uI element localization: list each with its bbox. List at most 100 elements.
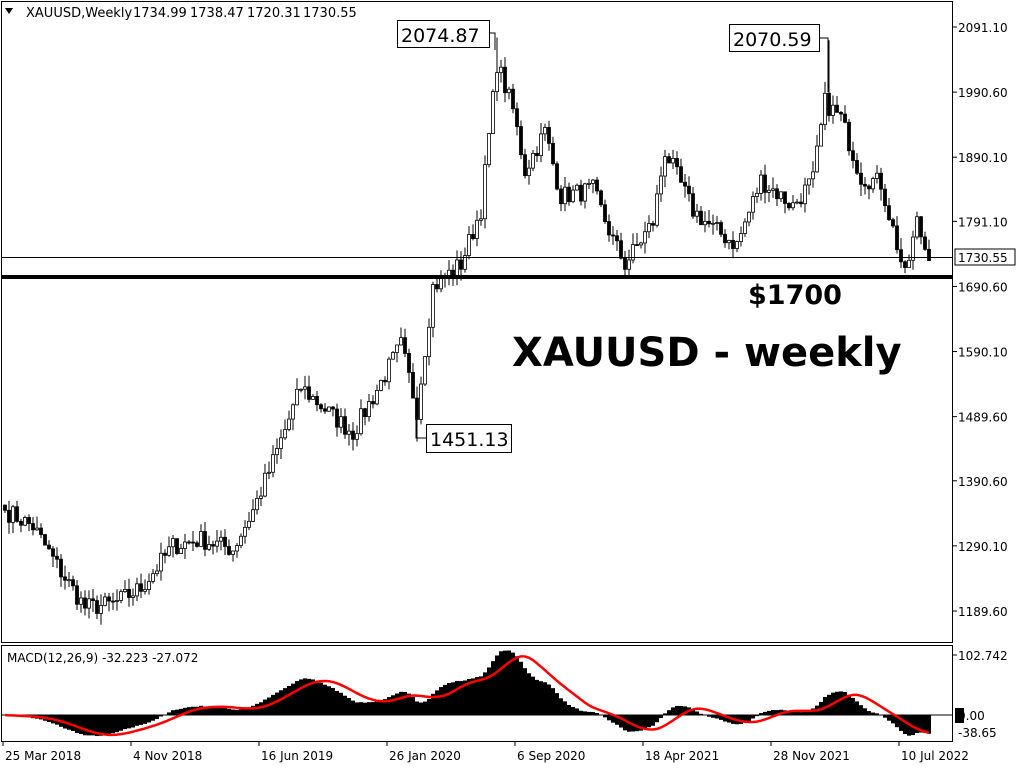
- macd-histogram-bar: [267, 697, 271, 715]
- candle: [111, 592, 115, 611]
- candle: [635, 233, 639, 247]
- candle: [475, 210, 479, 247]
- macd-histogram-bar: [347, 698, 351, 715]
- macd-histogram-bar: [467, 678, 471, 715]
- candle: [667, 153, 671, 164]
- candle: [159, 542, 163, 581]
- candle: [275, 438, 279, 464]
- candle: [183, 533, 187, 559]
- candle: [407, 348, 411, 384]
- macd-histogram-bar: [551, 688, 555, 715]
- macd-histogram-bar: [775, 710, 779, 715]
- candle: [835, 95, 839, 113]
- candle: [607, 214, 611, 242]
- high-2020-box: [397, 20, 490, 48]
- macd-histogram-bar: [139, 715, 143, 725]
- candle: [315, 391, 319, 412]
- candle: [619, 232, 623, 260]
- macd-histogram-bar: [143, 715, 147, 724]
- price-tick-label: 1990.60: [958, 86, 1008, 100]
- macd-histogram-bar: [307, 678, 311, 715]
- macd-panel-frame: [1, 645, 953, 742]
- header-close: 1730.55: [303, 6, 357, 21]
- candle: [3, 504, 7, 514]
- macd-histogram-bar: [67, 715, 71, 730]
- candle: [123, 580, 127, 593]
- macd-histogram-bar: [71, 715, 75, 731]
- candle: [439, 270, 443, 293]
- candle: [659, 166, 663, 202]
- candle: [819, 122, 823, 147]
- macd-histogram-bar: [259, 702, 263, 715]
- candle: [843, 105, 847, 124]
- header-high: 1738.47: [190, 6, 244, 21]
- candle: [307, 375, 311, 403]
- macd-histogram-bar: [867, 711, 871, 715]
- macd-histogram-bar: [771, 710, 775, 715]
- candle: [15, 500, 19, 523]
- candle: [507, 86, 511, 100]
- candle: [735, 240, 739, 253]
- macd-histogram-bar: [255, 703, 259, 715]
- date-tick-label: 25 Mar 2018: [5, 749, 81, 763]
- candle: [919, 215, 923, 245]
- macd-histogram-bar: [171, 710, 175, 715]
- price-tick-label: 1290.10: [958, 540, 1008, 554]
- macd-histogram-bar: [847, 694, 851, 715]
- macd-histogram-bar: [703, 715, 707, 716]
- candle: [107, 592, 111, 612]
- macd-histogram-bar: [851, 697, 855, 715]
- candle: [431, 281, 435, 338]
- candle: [675, 151, 679, 175]
- candle: [151, 569, 155, 584]
- candle: [547, 120, 551, 151]
- triangle-down-icon[interactable]: [5, 8, 13, 14]
- macd-histogram-bar: [351, 700, 355, 715]
- candle: [599, 189, 603, 208]
- macd-histogram-bar: [559, 698, 563, 715]
- macd-histogram-bar: [227, 708, 231, 715]
- macd-histogram-bar: [523, 668, 527, 715]
- candle: [395, 344, 399, 363]
- candle: [231, 550, 235, 562]
- candle: [767, 184, 771, 203]
- candle: [779, 191, 783, 203]
- macd-histogram-bar: [595, 712, 599, 715]
- candle: [87, 590, 91, 619]
- candle: [771, 177, 775, 198]
- macd-histogram-bar: [83, 715, 87, 736]
- candle: [811, 161, 815, 188]
- macd-histogram-bar: [883, 715, 887, 718]
- macd-histogram-bar: [759, 713, 763, 715]
- candle: [295, 378, 299, 406]
- candle: [487, 133, 491, 168]
- candle: [647, 215, 651, 239]
- macd-histogram-bar: [575, 708, 579, 715]
- candle: [455, 250, 459, 286]
- candle: [303, 375, 307, 400]
- candle: [747, 211, 751, 227]
- macd-histogram-bar: [87, 715, 91, 736]
- macd-histogram-bar: [723, 715, 727, 722]
- macd-histogram-bar: [75, 715, 79, 734]
- candle: [359, 399, 363, 436]
- macd-histogram-bar: [695, 711, 699, 715]
- candle: [499, 59, 503, 83]
- candle: [75, 580, 79, 611]
- candle: [511, 83, 515, 114]
- macd-histogram-bar: [459, 681, 463, 715]
- macd-histogram-bar: [503, 650, 507, 715]
- candle: [627, 249, 631, 277]
- candle: [595, 176, 599, 195]
- macd-histogram-bar: [343, 695, 347, 715]
- macd-histogram-bar: [623, 715, 627, 731]
- candle: [803, 177, 807, 213]
- macd-histogram-bar: [363, 702, 367, 715]
- macd-histogram-bar: [323, 684, 327, 715]
- candle: [787, 202, 791, 211]
- candle: [687, 176, 691, 202]
- candle: [327, 406, 331, 412]
- support-label: $1700: [748, 280, 842, 311]
- macd-histogram-bar: [319, 682, 323, 715]
- candle: [575, 183, 579, 191]
